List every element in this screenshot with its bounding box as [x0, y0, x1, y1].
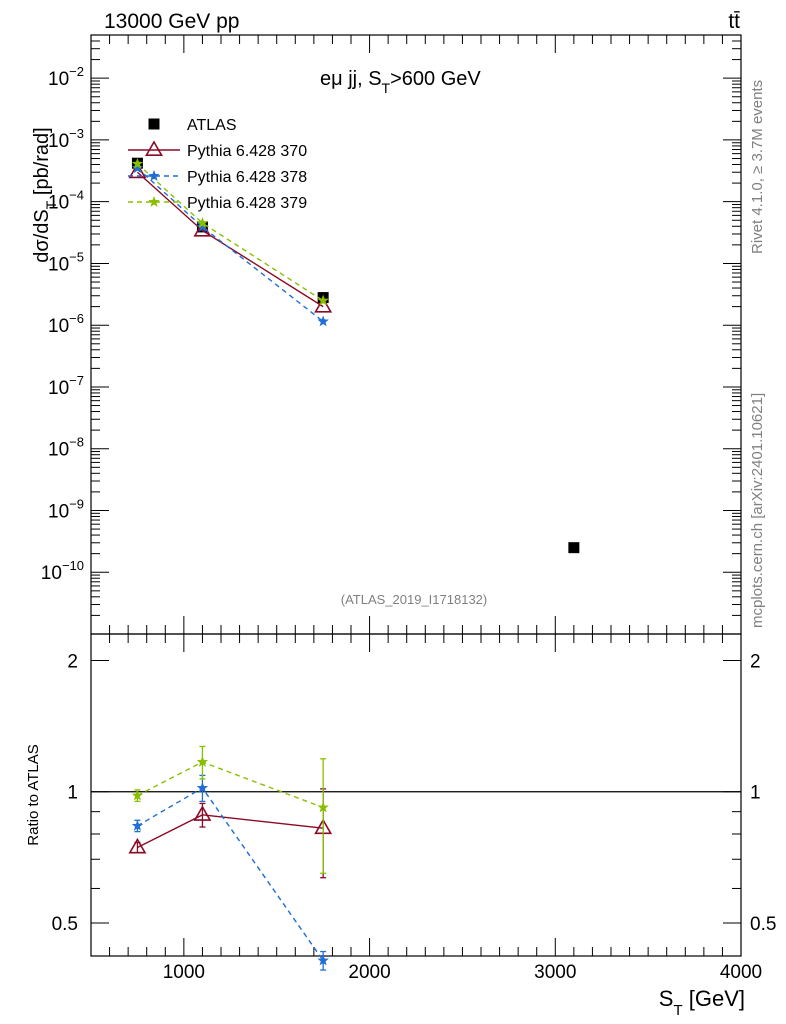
ratio-y-tick-label: 1 — [67, 783, 78, 804]
ratio-y-tick-label-right: 1 — [750, 783, 761, 804]
y-tick-label: 10−10 — [41, 558, 84, 584]
ratio-series-line — [137, 761, 324, 809]
ratio-y-tick-label: 0.5 — [52, 914, 78, 935]
main-series-line — [136, 163, 324, 302]
ratio-y-tick-label: 2 — [67, 651, 78, 672]
ratio-data-point — [131, 789, 144, 801]
y-tick-label: 10−9 — [48, 496, 84, 522]
legend: ATLAS Pythia 6.428 370 Pythia 6.428 378 Pyt… — [128, 117, 307, 212]
y-tick-label: 10−6 — [48, 311, 84, 337]
ratio-data-point — [193, 805, 212, 821]
ratio-data-point — [196, 755, 209, 767]
main-data-point — [196, 217, 209, 228]
main-series-line — [136, 167, 324, 323]
ratio-y-tick-label-right: 2 — [750, 651, 761, 672]
legend-label: Pythia 6.428 379 — [187, 195, 307, 212]
ratio-plot-series — [128, 745, 333, 971]
main-plot-series — [128, 157, 580, 554]
y-tick-label: 10−7 — [48, 373, 84, 399]
ratio-axis-ticks: 1000 2000 3000 4000 0.5 0.5 1 1 2 2 — [52, 634, 776, 983]
main-data-point — [317, 315, 329, 327]
y-tick-label: 10−5 — [48, 249, 84, 275]
ratio-data-point — [317, 954, 329, 966]
y-tick-label: 10−8 — [48, 435, 84, 461]
x-tick-label: 4000 — [720, 962, 762, 983]
selection-title: eμ jj, ST>600 GeV — [320, 68, 481, 96]
x-tick-label: 2000 — [348, 962, 390, 983]
main-data-point — [131, 162, 144, 173]
legend-marker — [148, 170, 160, 181]
legend-label: Pythia 6.428 370 — [187, 143, 307, 160]
source-label: mcplots.cern.ch [arXiv:2401.10621] — [749, 393, 766, 628]
x-tick-label: 3000 — [534, 962, 576, 983]
process-label: tt̄ — [728, 10, 740, 33]
ratio-data-point — [131, 819, 144, 831]
main-data-point — [196, 220, 209, 232]
ratio-series-line — [137, 814, 324, 849]
main-data-point — [314, 297, 333, 313]
main-series-line — [136, 171, 324, 308]
y-tick-label: 10−2 — [48, 64, 84, 90]
rivet-version-label: Rivet 4.1.0, ≥ 3.7M events — [749, 80, 766, 254]
main-data-point — [317, 294, 329, 306]
y-tick-label: 10−3 — [48, 126, 84, 152]
x-tick-label: 1000 — [163, 962, 205, 983]
legend-marker — [145, 140, 163, 156]
legend-marker — [148, 196, 160, 207]
ratio-data-point — [196, 781, 209, 793]
analysis-id-label: (ATLAS_2019_I1718132) — [341, 592, 487, 607]
ratio-y-tick-label-right: 0.5 — [750, 914, 776, 935]
ratio-data-point — [128, 837, 147, 854]
ratio-series-line — [137, 787, 324, 961]
main-data-point — [131, 157, 144, 169]
ratio-y-axis-label: Ratio to ATLAS — [25, 744, 42, 845]
legend-label: Pythia 6.428 378 — [187, 169, 307, 186]
x-axis-label: ST [GeV] — [659, 986, 745, 1019]
legend-marker — [148, 118, 160, 130]
energy-label: 13000 GeV pp — [104, 10, 239, 33]
ratio-data-point — [317, 801, 329, 813]
main-data-point — [568, 542, 580, 554]
legend-label: ATLAS — [187, 117, 237, 134]
ratio-plot-frame — [90, 633, 742, 957]
